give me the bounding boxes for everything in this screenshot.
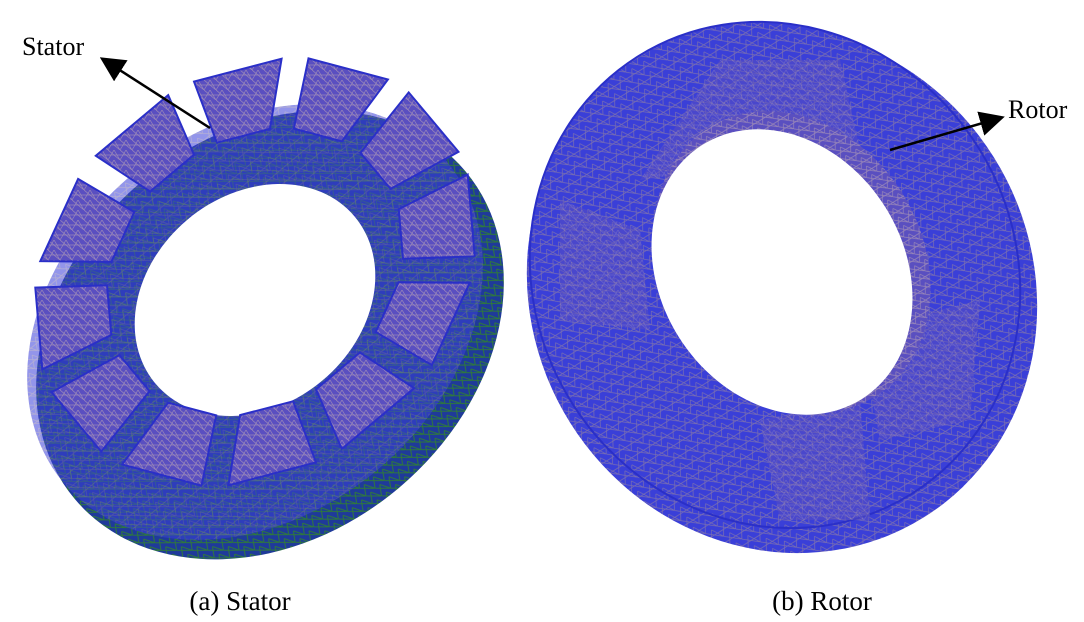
page: Stator Rotor (a) Stator (b) Rotor (() =>… (0, 0, 1084, 622)
figure: Stator Rotor (a) Stator (b) Rotor (0, 0, 1084, 622)
stator-label: Stator (22, 32, 84, 61)
rotor-magnet (760, 400, 870, 520)
rotor-model (428, 0, 1084, 622)
rotor-label: Rotor (1008, 95, 1068, 124)
caption-b: (b) Rotor (772, 586, 872, 616)
caption-a: (a) Stator (189, 586, 290, 616)
stator-model (0, 14, 594, 622)
